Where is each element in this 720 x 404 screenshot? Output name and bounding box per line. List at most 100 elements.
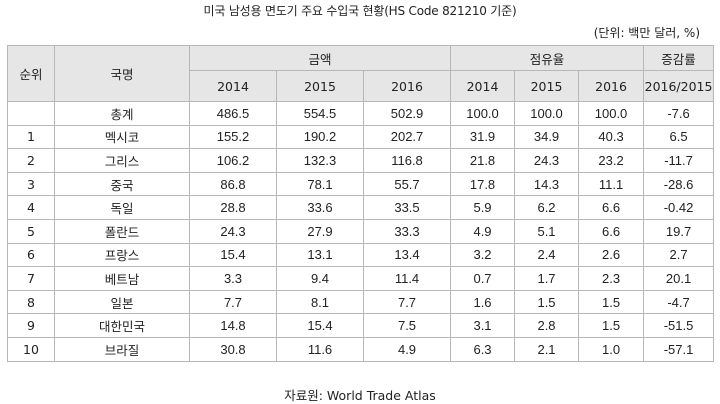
growth-cell: -57.1	[643, 336, 715, 362]
table-row: 8 일본 7.7 8.1 7.7 1.6 1.5 1.5 -4.7	[7, 289, 715, 315]
rank-cell: 8	[7, 289, 55, 315]
share-cell: 31.9	[450, 124, 516, 150]
table-row: 2 그리스 106.2 132.3 116.8 21.8 24.3 23.2 -11.7	[7, 148, 715, 173]
rank-cell: 4	[7, 195, 55, 220]
amount-cell: 11.6	[276, 336, 364, 362]
share-cell: 1.0	[578, 336, 645, 362]
amount-cell: 9.4	[276, 266, 364, 291]
amount-cell: 106.2	[189, 148, 277, 173]
table-row: 4 독일 28.8 33.6 33.5 5.9 6.2 6.6 -0.42	[7, 195, 715, 220]
import-table: 순위 국명 금액 점유율 증감률 2014 2015 2016 2014 201…	[7, 45, 715, 362]
table-row: 10 브라질 30.8 11.6 4.9 6.3 2.1 1.0 -57.1	[7, 336, 715, 362]
share-cell: 100.0	[514, 101, 580, 126]
amount-cell: 8.1	[276, 289, 364, 315]
country-cell: 일본	[54, 289, 190, 315]
rank-cell: 3	[7, 171, 55, 197]
rank-cell: 1	[7, 124, 55, 150]
header-share-year: 2015	[514, 70, 580, 102]
rank-cell: 6	[7, 242, 55, 268]
share-cell: 1.7	[514, 266, 580, 291]
amount-cell: 13.4	[362, 242, 452, 268]
rank-cell	[7, 101, 55, 126]
amount-cell: 7.7	[362, 289, 452, 315]
amount-cell: 30.8	[189, 336, 277, 362]
table-row: 9 대한민국 14.8 15.4 7.5 3.1 2.8 1.5 -51.5	[7, 313, 715, 338]
header-share-year: 2016	[578, 70, 645, 102]
growth-cell: 20.1	[643, 266, 715, 291]
share-cell: 23.2	[578, 148, 645, 173]
rank-cell: 10	[7, 336, 55, 362]
amount-cell: 14.8	[189, 313, 277, 338]
amount-cell: 7.5	[362, 313, 452, 338]
share-cell: 34.9	[514, 124, 580, 150]
share-cell: 3.1	[450, 313, 516, 338]
share-cell: 21.8	[450, 148, 516, 173]
country-cell: 대한민국	[54, 313, 190, 338]
rank-cell: 9	[7, 313, 55, 338]
amount-cell: 28.8	[189, 195, 277, 220]
amount-cell: 116.8	[362, 148, 452, 173]
source-note: 자료원: World Trade Atlas	[284, 388, 436, 403]
header-amount-year: 2015	[276, 70, 364, 102]
table-body: 총계 486.5 554.5 502.9 100.0 100.0 100.0 -7.6 1 멕시코…	[7, 101, 715, 362]
table-row: 6 프랑스 15.4 13.1 13.4 3.2 2.4 2.6 2.7	[7, 242, 715, 268]
share-cell: 40.3	[578, 124, 645, 150]
amount-cell: 15.4	[189, 242, 277, 268]
growth-cell: -28.6	[643, 171, 715, 197]
share-cell: 1.5	[578, 289, 645, 315]
country-cell: 프랑스	[54, 242, 190, 268]
country-cell: 총계	[54, 101, 190, 126]
share-cell: 2.6	[578, 242, 645, 268]
header-amount: 금액	[188, 45, 452, 71]
country-cell: 멕시코	[54, 124, 190, 150]
unit-note: (단위: 백만 달러, %)	[593, 26, 700, 40]
amount-cell: 486.5	[189, 101, 277, 126]
share-cell: 6.6	[578, 195, 645, 220]
header-growth-period: 2016/2015	[643, 70, 715, 102]
amount-cell: 155.2	[189, 124, 277, 150]
amount-cell: 24.3	[189, 218, 277, 244]
amount-cell: 554.5	[276, 101, 364, 126]
amount-cell: 502.9	[362, 101, 452, 126]
header-amount-year: 2016	[362, 70, 452, 102]
growth-cell: -0.42	[643, 195, 715, 220]
table-row: 1 멕시코 155.2 190.2 202.7 31.9 34.9 40.3 6.5	[7, 124, 715, 150]
amount-cell: 3.3	[189, 266, 277, 291]
header-growth: 증감률	[643, 45, 715, 71]
share-cell: 100.0	[450, 101, 516, 126]
growth-cell: 19.7	[643, 218, 715, 244]
document-title: 미국 남성용 면도기 주요 수입국 현황(HS Code 821210 기준)	[203, 4, 517, 18]
rank-cell: 2	[7, 148, 55, 173]
share-cell: 17.8	[450, 171, 516, 197]
share-cell: 1.5	[514, 289, 580, 315]
country-cell: 중국	[54, 171, 190, 197]
share-cell: 0.7	[450, 266, 516, 291]
amount-cell: 86.8	[189, 171, 277, 197]
header-rank: 순위	[7, 45, 55, 102]
header-row-2: 2014 2015 2016 2014 2015 2016 2016/2015	[8, 70, 715, 102]
amount-cell: 11.4	[362, 266, 452, 291]
growth-cell: -7.6	[643, 101, 715, 126]
amount-cell: 27.9	[276, 218, 364, 244]
share-cell: 14.3	[514, 171, 580, 197]
table-row: 총계 486.5 554.5 502.9 100.0 100.0 100.0 -7.6	[7, 101, 715, 126]
amount-cell: 33.6	[276, 195, 364, 220]
share-cell: 24.3	[514, 148, 580, 173]
header-share: 점유율	[450, 45, 645, 71]
share-cell: 6.2	[514, 195, 580, 220]
amount-cell: 132.3	[276, 148, 364, 173]
country-cell: 폴란드	[54, 218, 190, 244]
rank-cell: 5	[7, 218, 55, 244]
share-cell: 5.9	[450, 195, 516, 220]
rank-cell: 7	[7, 266, 55, 291]
country-cell: 베트남	[54, 266, 190, 291]
share-cell: 2.1	[514, 336, 580, 362]
growth-cell: -51.5	[643, 313, 715, 338]
amount-cell: 33.5	[362, 195, 452, 220]
header-country: 국명	[54, 45, 190, 102]
amount-cell: 4.9	[362, 336, 452, 362]
share-cell: 2.8	[514, 313, 580, 338]
table-row: 3 중국 86.8 78.1 55.7 17.8 14.3 11.1 -28.6	[7, 171, 715, 197]
amount-cell: 13.1	[276, 242, 364, 268]
